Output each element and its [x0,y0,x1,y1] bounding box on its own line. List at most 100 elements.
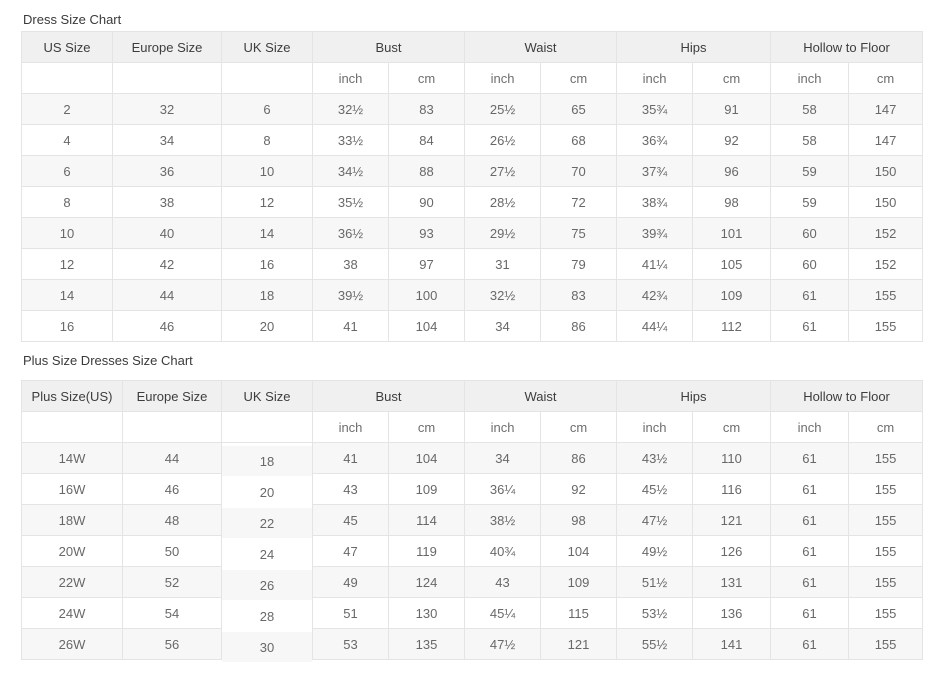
unit-header: cm [692,411,772,443]
size-cell: 51½ [616,566,694,598]
size-cell: 47 [312,535,389,567]
size-cell: 147 [848,124,924,156]
size-cell: 43½ [616,442,694,474]
size-cell: 92 [540,473,618,505]
dress-size-chart-table: US Size Europe Size UK Size Bust Waist Hips Ho… [21,31,924,342]
plus-size-chart-body: 14W 44 18 41 104 34 86 43½ 110 61 155 16W 46 20 43 109 3… [21,442,924,663]
size-cell: 110 [692,442,772,474]
size-cell: 30 [221,631,313,663]
column-header: UK Size [221,380,313,412]
size-cell: 6 [21,155,113,187]
size-cell: 44 [112,279,222,311]
size-cell: 155 [848,628,924,660]
size-cell: 39¾ [616,217,694,249]
table-row: 6 36 10 34½ 88 27½ 70 37¾ 96 59 150 [21,155,924,187]
size-cell: 36½ [312,217,389,249]
size-cell: 44¼ [616,310,694,342]
size-cell: 92 [692,124,772,156]
size-cell: 121 [540,628,618,660]
size-cell: 96 [692,155,772,187]
column-header: Europe Size [112,31,222,63]
size-cell: 104 [540,535,618,567]
unit-header: cm [848,411,924,443]
size-cell: 20 [221,310,313,342]
size-cell: 70 [540,155,618,187]
size-cell: 24W [21,597,123,629]
empty-header-cell [122,411,222,443]
size-cell: 40¾ [464,535,542,567]
size-cell: 53 [312,628,389,660]
size-cell: 50 [122,535,222,567]
unit-header: cm [848,62,924,94]
size-cell: 59 [770,186,850,218]
size-cell: 109 [387,473,466,505]
size-cell: 20 [221,476,313,508]
column-header: Hollow to Floor [770,380,924,412]
size-cell: 39½ [312,279,389,311]
size-cell: 45½ [616,473,694,505]
column-header: Plus Size(US) [21,380,123,412]
size-cell: 32½ [464,279,542,311]
unit-header-row: inch cm inch cm inch cm inch cm [21,411,924,443]
size-cell: 44 [122,442,222,474]
size-cell: 22 [221,507,313,539]
size-cell: 49 [312,566,389,598]
size-cell: 12 [21,248,113,280]
size-cell: 60 [770,217,850,249]
size-cell: 28½ [464,186,542,218]
table-row: 14 44 18 39½ 100 32½ 83 42¾ 109 61 155 [21,279,924,311]
size-cell: 34 [112,124,222,156]
size-cell: 150 [848,155,924,187]
size-cell: 42¾ [616,279,694,311]
size-cell: 34½ [312,155,389,187]
table-row: 10 40 14 36½ 93 29½ 75 39¾ 101 60 152 [21,217,924,249]
unit-header: inch [770,62,850,94]
size-cell: 12 [221,186,313,218]
size-cell: 46 [112,310,222,342]
size-cell: 47½ [616,504,694,536]
unit-header: cm [692,62,772,94]
size-cell: 155 [848,473,924,505]
size-cell: 61 [770,279,850,311]
unit-header: inch [464,62,542,94]
size-cell: 32½ [312,93,389,125]
size-cell: 14W [21,442,123,474]
size-cell: 61 [770,566,850,598]
unit-header: cm [387,411,466,443]
size-cell: 126 [692,535,772,567]
empty-header-cell [112,62,222,94]
table-row: 12 42 16 38 97 31 79 41¼ 105 60 152 [21,248,924,280]
size-cell: 38 [112,186,222,218]
size-cell: 58 [770,93,850,125]
column-header: Hips [616,380,772,412]
size-cell: 155 [848,310,924,342]
size-cell: 14 [21,279,113,311]
size-cell: 155 [848,504,924,536]
size-cell: 155 [848,442,924,474]
table-row: 26W 56 30 53 135 47½ 121 55½ 141 61 155 [21,628,924,663]
size-cell: 56 [122,628,222,660]
size-cell: 104 [387,442,466,474]
unit-header: inch [616,62,694,94]
size-cell: 35¾ [616,93,694,125]
size-cell: 18 [221,445,313,477]
size-cell: 115 [540,597,618,629]
column-header: Hips [616,31,772,63]
size-cell: 28 [221,600,313,632]
size-cell: 31 [464,248,542,280]
size-cell: 86 [540,442,618,474]
size-cell: 79 [540,248,618,280]
size-cell: 41 [312,310,389,342]
size-cell: 38¾ [616,186,694,218]
table-row: 2 32 6 32½ 83 25½ 65 35¾ 91 58 147 [21,93,924,125]
size-cell: 97 [387,248,466,280]
table-row: 16W 46 20 43 109 36¼ 92 45½ 116 61 155 [21,473,924,508]
size-cell: 8 [21,186,113,218]
size-cell: 155 [848,597,924,629]
size-cell: 34 [464,442,542,474]
size-cell: 59 [770,155,850,187]
size-cell: 86 [540,310,618,342]
size-cell: 16W [21,473,123,505]
size-cell: 84 [387,124,466,156]
size-cell: 22W [21,566,123,598]
